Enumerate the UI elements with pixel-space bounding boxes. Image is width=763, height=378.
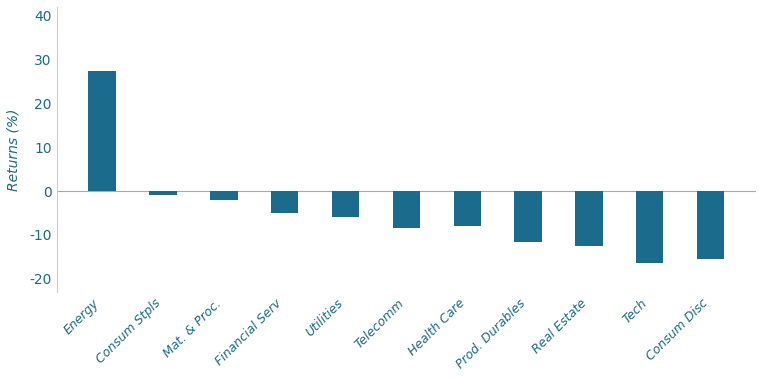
Bar — [332, 191, 359, 217]
Bar — [453, 191, 481, 226]
Bar — [150, 191, 177, 195]
Bar — [89, 71, 116, 191]
Bar — [210, 191, 237, 200]
Y-axis label: Returns (%): Returns (%) — [7, 108, 21, 191]
Bar — [575, 191, 603, 246]
Bar — [514, 191, 542, 242]
Bar — [697, 191, 724, 259]
Bar — [393, 191, 420, 228]
Bar — [271, 191, 298, 213]
Bar — [636, 191, 663, 263]
